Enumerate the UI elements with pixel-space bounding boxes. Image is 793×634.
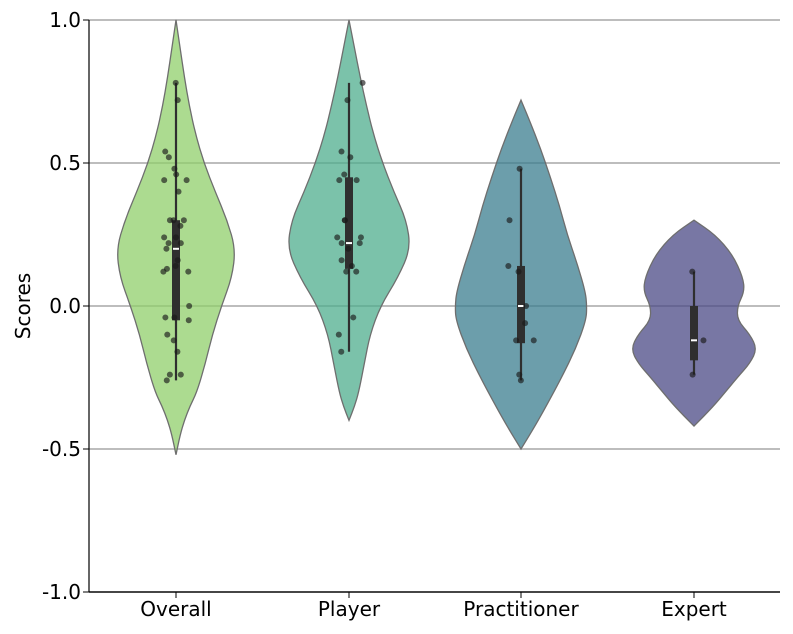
data-point — [161, 177, 168, 184]
data-point — [165, 154, 172, 161]
data-point — [174, 348, 181, 355]
data-point — [160, 268, 167, 275]
data-point — [353, 268, 360, 275]
data-point — [338, 148, 345, 155]
data-point — [166, 217, 173, 224]
x-tick-label: Expert — [661, 597, 727, 621]
data-point — [173, 171, 180, 178]
data-point — [336, 177, 343, 184]
tick-labels: 1.0 0.5 0.0 -0.5 -1.0 Overall Player Practition… — [42, 8, 727, 621]
y-tick-label: -0.5 — [42, 437, 81, 461]
data-point — [174, 257, 181, 264]
data-point — [356, 240, 363, 247]
data-point — [517, 377, 524, 384]
data-point — [347, 154, 354, 161]
data-point — [522, 320, 529, 327]
data-point — [183, 177, 190, 184]
data-point — [186, 303, 193, 309]
data-point — [338, 240, 345, 247]
data-point — [505, 262, 512, 269]
data-point — [338, 257, 345, 264]
violin-median — [173, 247, 179, 250]
violin-iqr-box — [345, 177, 353, 269]
violin-median — [518, 305, 524, 307]
data-point — [689, 268, 696, 275]
data-point — [530, 337, 537, 344]
y-tick-label: 1.0 — [49, 8, 81, 32]
x-tick-label: Player — [318, 597, 381, 621]
data-point — [345, 245, 352, 252]
data-point — [350, 314, 357, 321]
data-point — [506, 217, 513, 224]
data-point — [164, 331, 171, 338]
data-point — [344, 97, 351, 104]
violin-practitioner — [454, 98, 588, 451]
data-point — [338, 348, 345, 355]
data-point — [177, 222, 184, 229]
data-point — [177, 240, 184, 247]
data-point — [172, 234, 179, 241]
x-tick-label: Overall — [140, 597, 211, 621]
violin-overall — [117, 19, 235, 455]
data-point — [162, 314, 169, 321]
data-point — [163, 245, 170, 252]
data-point — [171, 314, 178, 321]
violin-expert — [632, 219, 756, 428]
data-point — [523, 303, 530, 309]
data-point — [171, 165, 178, 172]
data-point — [343, 268, 350, 275]
data-point — [163, 377, 170, 384]
data-point — [515, 268, 522, 275]
data-point — [174, 97, 181, 104]
data-point — [180, 217, 187, 224]
data-point — [359, 79, 366, 86]
data-point — [353, 177, 360, 184]
data-point — [161, 234, 168, 241]
data-point — [689, 371, 696, 378]
data-point — [185, 268, 192, 275]
violin-iqr-box — [690, 306, 698, 361]
data-point — [162, 148, 169, 155]
data-point — [357, 234, 364, 241]
data-point — [700, 337, 707, 344]
violin-median — [691, 339, 697, 342]
data-point — [516, 371, 523, 378]
violin-iqr-box — [517, 265, 525, 344]
y-axis-title: Scores — [11, 273, 35, 339]
data-point — [172, 79, 179, 86]
data-point — [175, 188, 182, 195]
y-tick-label: -1.0 — [42, 580, 81, 604]
data-point — [165, 240, 172, 247]
data-point — [341, 171, 348, 178]
data-point — [513, 337, 520, 344]
data-point — [516, 165, 523, 172]
data-point — [348, 262, 355, 269]
data-point — [177, 371, 184, 378]
data-point — [341, 217, 348, 224]
y-tick-label: 0.5 — [49, 151, 81, 175]
data-point — [166, 371, 173, 378]
y-tick-label: 0.0 — [49, 294, 81, 318]
violin-iqr-box — [172, 220, 180, 321]
data-point — [170, 337, 177, 344]
data-point — [335, 331, 342, 338]
violin-median — [346, 242, 352, 245]
data-point — [185, 317, 192, 324]
x-tick-label: Practitioner — [463, 597, 579, 621]
data-point — [172, 262, 179, 269]
violins — [117, 19, 756, 455]
data-point — [334, 234, 341, 241]
violin-player — [288, 19, 410, 423]
